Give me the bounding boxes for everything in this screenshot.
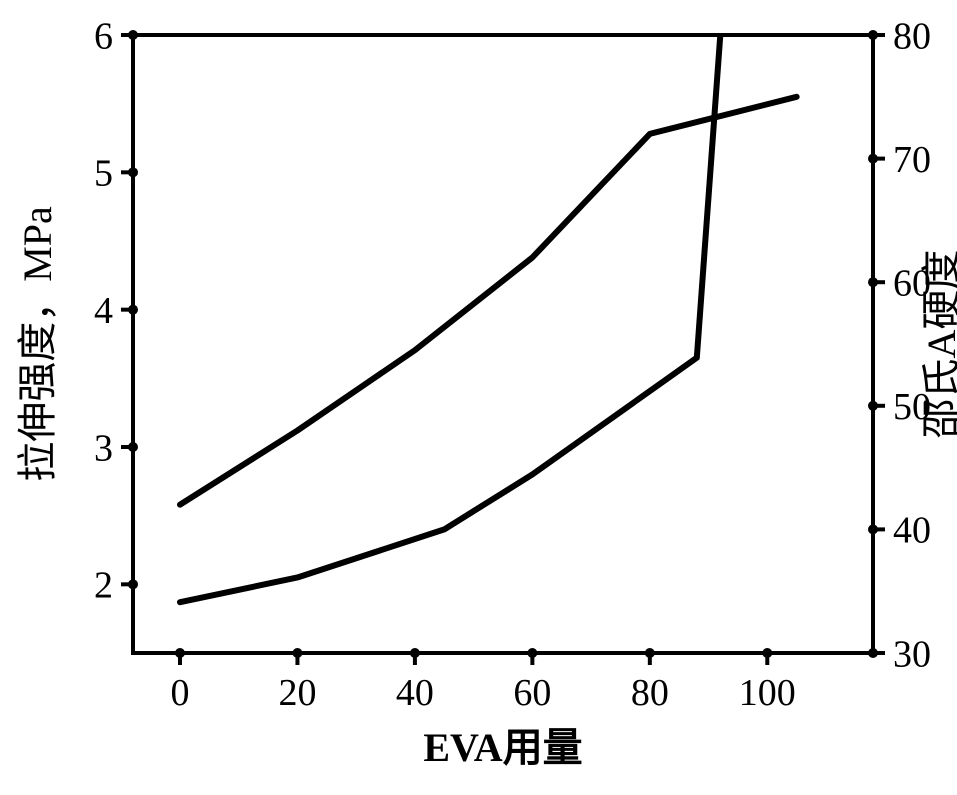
x-tick-dot: [410, 648, 420, 658]
y-right-tick-dot: [868, 401, 878, 411]
y-right-axis-label: 邵氏A硬度: [919, 250, 957, 439]
y-left-tick-dot: [128, 167, 138, 177]
y-left-tick-label: 6: [94, 15, 113, 57]
y-left-tick-dot: [128, 579, 138, 589]
x-tick-label: 20: [278, 672, 316, 714]
x-tick-label: 80: [631, 672, 669, 714]
y-right-tick-label: 40: [893, 510, 931, 552]
y-right-tick-label: 70: [893, 139, 931, 181]
y-left-tick-dot: [128, 305, 138, 315]
x-tick-dot: [762, 648, 772, 658]
series-hardness: [180, 97, 797, 505]
x-tick-dot: [645, 648, 655, 658]
y-left-tick-label: 4: [94, 290, 113, 332]
chart-container: 020406080100EVA用量23456拉伸强度，MPa3040506070…: [0, 0, 957, 795]
y-left-tick-dot: [128, 30, 138, 40]
y-left-axis-label: 拉伸强度，MPa: [15, 206, 60, 482]
x-axis-label: EVA用量: [423, 725, 582, 770]
y-left-tick-label: 2: [94, 565, 113, 607]
series-group: [180, 35, 797, 602]
y-right-tick-dot: [868, 648, 878, 658]
y-left-tick-dot: [128, 442, 138, 452]
x-tick-dot: [175, 648, 185, 658]
x-tick-label: 60: [513, 672, 551, 714]
y-right-tick-dot: [868, 524, 878, 534]
x-tick-dot: [527, 648, 537, 658]
x-tick-label: 100: [739, 672, 796, 714]
chart-svg: 020406080100EVA用量23456拉伸强度，MPa3040506070…: [0, 0, 957, 790]
y-right-tick-dot: [868, 154, 878, 164]
x-tick-label: 40: [396, 672, 434, 714]
y-left-tick-label: 3: [94, 427, 113, 469]
y-right-tick-label: 30: [893, 633, 931, 675]
x-tick-label: 0: [170, 672, 189, 714]
y-right-tick-dot: [868, 277, 878, 287]
y-right-tick-label: 80: [893, 15, 931, 57]
y-left-tick-label: 5: [94, 153, 113, 195]
x-tick-dot: [292, 648, 302, 658]
y-right-tick-dot: [868, 30, 878, 40]
plot-border: [133, 35, 873, 653]
